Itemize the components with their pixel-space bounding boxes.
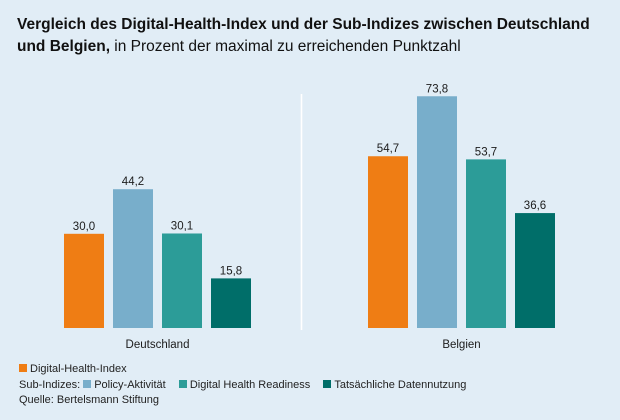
category-label-deutschland: Deutschland — [126, 339, 190, 351]
chart-title-subtitle: in Prozent der maximal zu erreichenden P… — [110, 38, 461, 55]
bar-belgien-tatsachliche-datennutzung — [515, 213, 555, 328]
chart-title-bold: Vergleich des Digital-Health-Index und d… — [17, 16, 590, 55]
bars-layer — [64, 96, 555, 328]
legend-row-index: Digital-Health-Index — [19, 362, 466, 378]
legend-label-datennutzung: Tatsächliche Datennutzung — [334, 378, 467, 391]
bar-deutschland-digital-health-readiness — [162, 233, 202, 328]
legend-source: Quelle: Bertelsmann Stiftung — [19, 394, 160, 406]
value-label-deutschland-digital-health-index: 30,0 — [73, 221, 95, 233]
value-label-deutschland-digital-health-readiness: 30,1 — [171, 220, 193, 232]
category-labels-layer: Deutschland Belgien — [126, 339, 481, 351]
legend-label-digital-health-index: Digital-Health-Index — [30, 363, 127, 375]
legend-sub-prefix: Sub-Indizes: — [19, 378, 81, 391]
value-label-belgien-digital-health-readiness: 53,7 — [475, 146, 497, 158]
value-label-deutschland-policy-aktivitat: 44,2 — [122, 176, 144, 188]
category-label-belgien: Belgien — [442, 339, 480, 351]
legend-label-readiness: Digital Health Readiness — [189, 378, 311, 391]
legend-swatch-readiness — [178, 379, 187, 388]
legend-swatch-policy — [83, 379, 92, 388]
chart-title: Vergleich des Digital-Health-Index und d… — [17, 14, 607, 58]
bar-deutschland-tatsachliche-datennutzung — [211, 278, 251, 328]
bar-belgien-policy-aktivitat — [417, 96, 457, 328]
bar-deutschland-digital-health-index — [64, 233, 104, 328]
value-label-belgien-digital-health-index: 54,7 — [377, 143, 399, 155]
bar-deutschland-policy-aktivitat — [113, 189, 153, 328]
legend-swatch-digital-health-index — [19, 364, 27, 372]
value-label-deutschland-tatsachliche-datennutzung: 15,8 — [220, 265, 242, 277]
legend-swatch-datennutzung — [323, 379, 332, 388]
value-label-belgien-policy-aktivitat: 73,8 — [426, 83, 448, 95]
legend-label-policy: Policy-Aktivität — [94, 378, 166, 391]
legend-row-subindices: Sub-Indizes: Policy-Aktivität Digital He… — [19, 378, 466, 394]
bar-belgien-digital-health-index — [368, 156, 408, 328]
bar-belgien-digital-health-readiness — [466, 159, 506, 328]
legend: Digital-Health-Index Sub-Indizes: Policy… — [19, 362, 466, 409]
value-labels-layer: 30,0 44,2 30,1 15,8 54,7 73,8 53,7 36,6 — [73, 83, 546, 277]
value-label-belgien-tatsachliche-datennutzung: 36,6 — [524, 200, 546, 212]
